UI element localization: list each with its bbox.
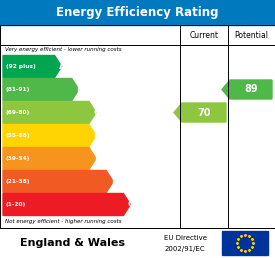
Text: Very energy efficient - lower running costs: Very energy efficient - lower running co… [5,47,122,52]
Polygon shape [3,101,96,124]
Text: B: B [76,85,83,94]
Text: 2002/91/EC: 2002/91/EC [165,246,205,252]
Text: (39-54): (39-54) [6,156,30,161]
Text: Current: Current [189,30,219,39]
Text: C: C [94,108,100,117]
Text: (81-91): (81-91) [6,87,30,92]
Polygon shape [3,78,79,101]
Polygon shape [3,55,62,77]
Polygon shape [3,148,96,170]
Text: 70: 70 [197,108,211,117]
Text: E: E [94,154,100,163]
Bar [0,0,275,25]
Text: 89: 89 [244,85,258,94]
Text: (92 plus): (92 plus) [6,64,36,69]
Polygon shape [174,103,226,122]
Polygon shape [222,80,272,99]
Text: G: G [128,200,135,209]
Text: Energy Efficiency Rating: Energy Efficiency Rating [56,6,219,19]
Text: A: A [59,62,66,71]
Bar [0,228,275,258]
Polygon shape [3,171,113,192]
Text: (1-20): (1-20) [6,202,26,207]
Text: Potential: Potential [235,30,268,39]
Text: D: D [93,131,101,140]
Text: EU Directive: EU Directive [164,236,207,241]
Polygon shape [3,125,96,147]
Bar [0,25,275,228]
Bar [222,231,268,255]
Text: (69-80): (69-80) [6,110,30,115]
Text: (55-68): (55-68) [6,133,31,138]
Text: England & Wales: England & Wales [20,238,125,248]
Text: (21-38): (21-38) [6,179,31,184]
Text: Not energy efficient - higher running costs: Not energy efficient - higher running co… [5,220,122,224]
Polygon shape [3,194,130,215]
Text: F: F [111,177,117,186]
